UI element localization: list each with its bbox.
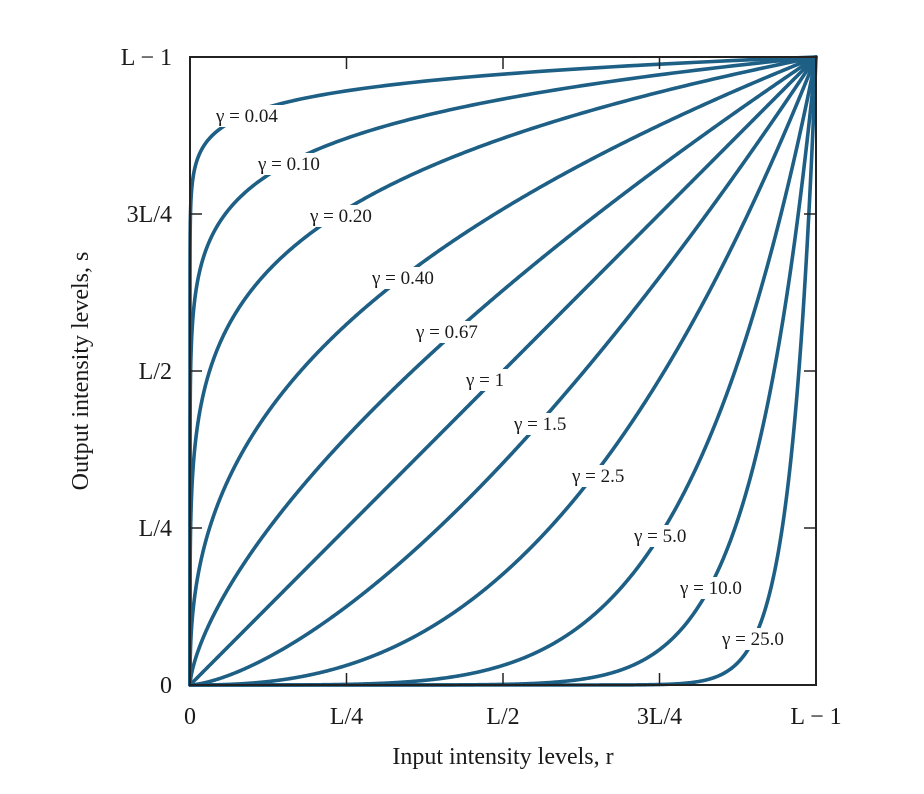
curve-label-2-5: γ = 2.5 xyxy=(571,466,624,487)
curve-label-bg-1-5 xyxy=(511,413,585,435)
x-tick-label: L/4 xyxy=(330,704,363,730)
curve-label-10: γ = 10.0 xyxy=(679,578,742,599)
gamma-curve-2-5 xyxy=(188,55,818,687)
y-axis-title: Output intensity levels, s xyxy=(68,252,94,491)
tick-labels-group: 0 L/4 L/2 3L/4 L − 1 0 L/4 L/2 3L/4 L − 1 xyxy=(121,45,842,730)
y-tick-label: 0 xyxy=(160,673,172,699)
curve-label-5: γ = 5.0 xyxy=(633,526,686,547)
gamma-curve-1-5 xyxy=(188,55,818,687)
curve-label-bg-2-5 xyxy=(569,465,643,487)
x-axis-title: Input intensity levels, r xyxy=(392,744,613,770)
curve-label-bg-0-2 xyxy=(307,205,390,227)
curve-label-bg-0-1 xyxy=(255,153,338,175)
curve-label-25: γ = 25.0 xyxy=(721,629,784,650)
curve-label-bg-0-4 xyxy=(369,267,452,289)
curve-label-0-2: γ = 0.20 xyxy=(309,206,372,227)
curve-label-bg-0-67 xyxy=(413,321,496,343)
x-tick-label: L − 1 xyxy=(790,704,841,730)
curve-label-0-67: γ = 0.67 xyxy=(415,322,478,343)
curve-labels-group: γ = 0.04 γ = 0.10 γ = 0.20 γ = 0.40 γ = 0.67… xyxy=(213,105,802,650)
x-tick-label: 3L/4 xyxy=(637,704,682,730)
curve-label-bg-5 xyxy=(631,525,705,547)
gamma-curve-0-4 xyxy=(188,55,818,687)
y-tick-label: L − 1 xyxy=(121,45,172,71)
x-tick-label: L/2 xyxy=(486,704,519,730)
curve-label-bg-10 xyxy=(677,577,760,599)
curve-label-1-5: γ = 1.5 xyxy=(513,414,566,435)
curve-label-1: γ = 1 xyxy=(465,370,504,391)
curve-label-bg-25 xyxy=(719,628,802,650)
y-tick-label: 3L/4 xyxy=(127,202,172,228)
y-tick-label: L/4 xyxy=(139,516,172,542)
y-tick-label: L/2 xyxy=(139,359,172,385)
curve-label-0-1: γ = 0.10 xyxy=(257,154,320,175)
gamma-curve-0-67 xyxy=(188,55,818,687)
curve-label-0-4: γ = 0.40 xyxy=(371,268,434,289)
curve-label-bg-1 xyxy=(463,369,517,391)
ticks-group xyxy=(190,57,816,685)
curve-label-0-04: γ = 0.04 xyxy=(215,106,278,127)
curve-label-bg-0-04 xyxy=(213,105,296,127)
x-tick-label: 0 xyxy=(184,704,196,730)
